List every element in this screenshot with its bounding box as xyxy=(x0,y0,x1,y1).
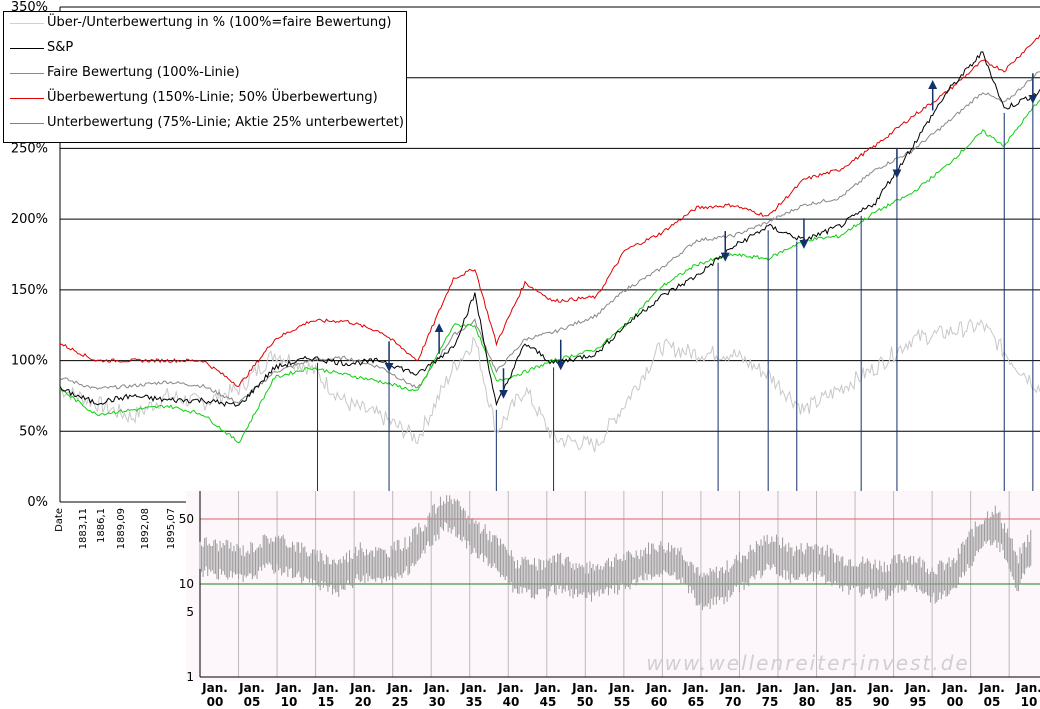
pe-gridlines xyxy=(199,491,1040,678)
pe-x-tick-label-bottom: 25 xyxy=(392,695,409,709)
watermark-text: www.wellenreiter-invest.de xyxy=(646,651,969,675)
pe-x-tick-label-top: Jan. xyxy=(571,681,598,695)
pe-y-tick-label: 10 xyxy=(179,577,194,591)
main-x-tick-label: 1895,07 xyxy=(166,508,177,549)
pe-x-tick-label-top: Jan. xyxy=(756,681,783,695)
pe-x-tick-label-bottom: 15 xyxy=(318,695,335,709)
series-line-fair xyxy=(59,71,1040,405)
pe-x-tick-label-bottom: 10 xyxy=(281,695,298,709)
legend-label-over: Überbewertung (150%-Linie; 50% Überbewer… xyxy=(47,90,378,105)
pe-x-tick-label-top: Jan. xyxy=(1015,681,1040,695)
pe-x-tick-label-top: Jan. xyxy=(904,681,931,695)
legend-label-sp: S&P xyxy=(47,40,74,55)
pe-x-tick-label-top: Jan. xyxy=(275,681,302,695)
main-x-tick-label: 1886,1 xyxy=(96,508,107,543)
pe-y-tick-label: 1 xyxy=(186,670,194,684)
legend-label-ratio: Über-/Unterbewertung in % (100%=faire Be… xyxy=(47,15,392,30)
pe-x-tick-label-top: Jan. xyxy=(460,681,487,695)
pe-x-tick-label-bottom: 50 xyxy=(577,695,594,709)
pe-x-tick-label-bottom: 80 xyxy=(799,695,816,709)
pe-x-tick-label-bottom: 45 xyxy=(540,695,557,709)
pe-x-tick-label-bottom: 05 xyxy=(244,695,261,709)
main-x-tick-label: 1883,11 xyxy=(78,508,89,549)
legend-swatch-over xyxy=(10,98,44,99)
main-y-tick-label: 50% xyxy=(19,424,48,439)
main-x-tick-label: 1889,09 xyxy=(116,508,127,549)
pe-x-tick-label-top: Jan. xyxy=(497,681,524,695)
pe-x-tick-label-top: Jan. xyxy=(201,681,228,695)
pe-x-tick-label-bottom: 30 xyxy=(429,695,446,709)
pe-x-tick-label-bottom: 55 xyxy=(614,695,631,709)
legend-item-over: Überbewertung (150%-Linie; 50% Überbewer… xyxy=(4,87,406,111)
pe-y-tick-label: 5 xyxy=(186,605,194,619)
pe-x-tick-label-top: Jan. xyxy=(349,681,376,695)
pe-y-tick-label: 50 xyxy=(179,512,194,526)
main-series xyxy=(59,34,1040,453)
pe-x-tick-labels: Jan.00Jan.05Jan.10Jan.15Jan.20Jan.25Jan.… xyxy=(201,681,1040,709)
series-line-over xyxy=(59,34,1040,387)
pe-x-tick-label-bottom: 90 xyxy=(873,695,890,709)
legend-swatch-under xyxy=(10,123,44,124)
pe-x-tick-label-bottom: 85 xyxy=(836,695,853,709)
pe-x-tick-label-top: Jan. xyxy=(645,681,672,695)
legend-item-under: Unterbewertung (75%-Linie; Aktie 25% unt… xyxy=(4,112,406,136)
pe-x-tick-label-top: Jan. xyxy=(534,681,561,695)
pe-x-tick-label-top: Jan. xyxy=(608,681,635,695)
pe-series xyxy=(199,495,1032,611)
pe-x-tick-label-top: Jan. xyxy=(238,681,265,695)
main-y-tick-label: 0% xyxy=(27,495,48,510)
series-line-sp xyxy=(59,51,1040,408)
pe-x-tick-label-bottom: 35 xyxy=(466,695,483,709)
pe-x-tick-label-top: Jan. xyxy=(312,681,339,695)
pe-x-tick-label-bottom: 05 xyxy=(984,695,1001,709)
pe-x-tick-label-top: Jan. xyxy=(978,681,1005,695)
series-line-ratio xyxy=(59,318,1040,453)
pe-x-tick-label-bottom: 10 xyxy=(1021,695,1038,709)
main-y-tick-label: 250% xyxy=(11,141,48,156)
pe-x-tick-label-top: Jan. xyxy=(941,681,968,695)
pe-x-tick-label-top: Jan. xyxy=(793,681,820,695)
legend-item-fair: Faire Bewertung (100%-Linie) xyxy=(4,62,406,86)
signal-connector-lines xyxy=(317,99,1034,518)
pe-x-tick-label-bottom: 00 xyxy=(207,695,224,709)
main-x-tick-label: Date xyxy=(54,508,65,532)
pe-y-tick-labels: 1 5 10 50 xyxy=(179,512,194,684)
chart-legend: Über-/Unterbewertung in % (100%=faire Be… xyxy=(3,11,407,143)
pe-x-tick-label-bottom: 70 xyxy=(725,695,742,709)
main-y-tick-label: 200% xyxy=(11,212,48,227)
signal-arrows xyxy=(384,73,1038,399)
legend-swatch-sp xyxy=(10,48,44,49)
pe-x-tick-label-top: Jan. xyxy=(682,681,709,695)
pe-x-tick-label-bottom: 00 xyxy=(947,695,964,709)
pe-x-tick-label-top: Jan. xyxy=(830,681,857,695)
legend-item-ratio: Über-/Unterbewertung in % (100%=faire Be… xyxy=(4,12,406,36)
legend-swatch-fair xyxy=(10,73,44,74)
pe-x-tick-label-top: Jan. xyxy=(867,681,894,695)
legend-item-sp: S&P xyxy=(4,37,406,61)
legend-swatch-ratio xyxy=(10,23,44,24)
pe-x-tick-label-top: Jan. xyxy=(719,681,746,695)
pe-x-tick-label-top: Jan. xyxy=(386,681,413,695)
pe-x-tick-label-bottom: 95 xyxy=(910,695,927,709)
pe-x-tick-label-bottom: 75 xyxy=(762,695,779,709)
pe-x-tick-label-bottom: 20 xyxy=(355,695,372,709)
legend-label-under: Unterbewertung (75%-Linie; Aktie 25% unt… xyxy=(47,115,404,130)
legend-label-fair: Faire Bewertung (100%-Linie) xyxy=(47,65,240,80)
main-y-tick-label: 150% xyxy=(11,283,48,298)
pe-x-tick-label-top: Jan. xyxy=(423,681,450,695)
main-x-tick-label: 1892,08 xyxy=(140,508,151,549)
pe-x-tick-label-bottom: 65 xyxy=(688,695,705,709)
main-y-tick-label: 100% xyxy=(11,354,48,369)
pe-x-tick-label-bottom: 60 xyxy=(651,695,668,709)
main-x-tick-labels: Date 1883,11 1886,1 1889,09 1892,08 1895,07 xyxy=(54,508,177,549)
pe-x-tick-label-bottom: 40 xyxy=(503,695,520,709)
series-line-under xyxy=(59,99,1040,444)
